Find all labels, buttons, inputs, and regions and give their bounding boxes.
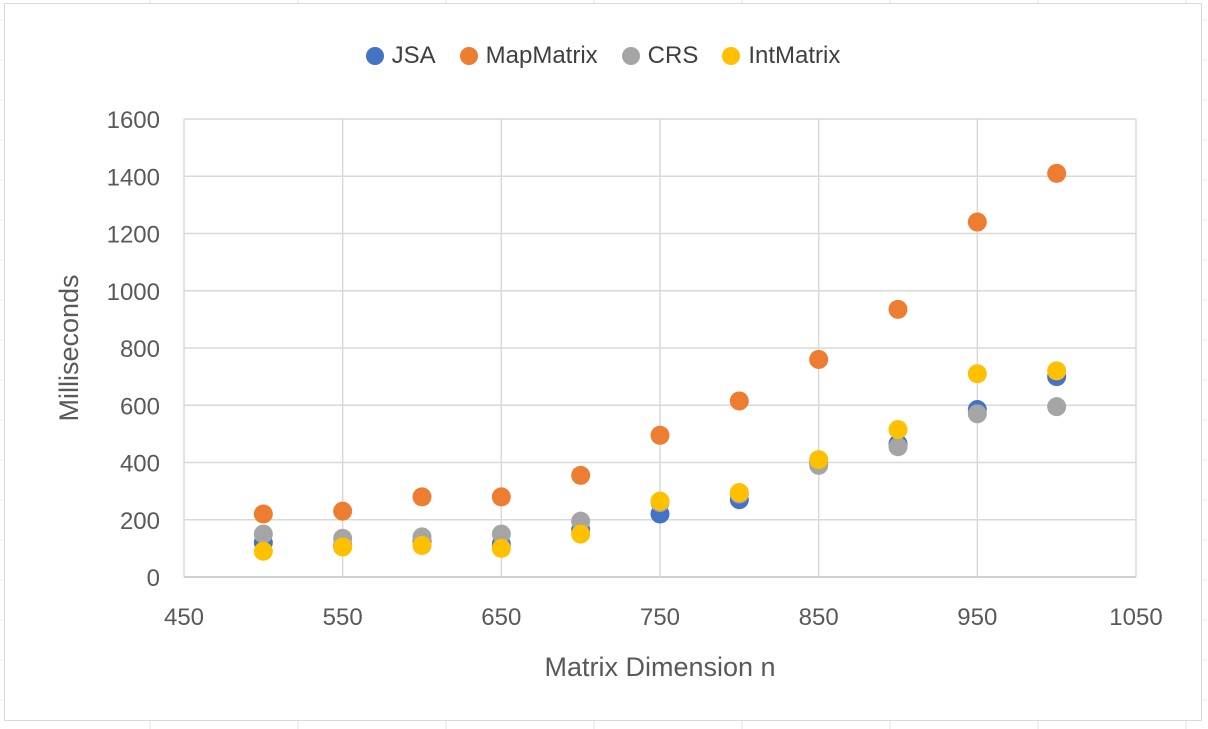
data-point-intmatrix — [888, 420, 908, 440]
data-point-crs — [491, 524, 511, 544]
legend-item: IntMatrix — [722, 42, 840, 70]
data-point-intmatrix — [253, 541, 273, 561]
x-tick-label: 950 — [957, 604, 997, 631]
data-point-mapmatrix — [729, 391, 749, 411]
data-point-intmatrix — [412, 536, 432, 556]
x-tick-label: 450 — [164, 604, 204, 631]
legend-label: IntMatrix — [748, 42, 841, 69]
y-tick-label: 1200 — [107, 222, 160, 249]
data-point-mapmatrix — [491, 487, 511, 507]
legend-item: CRS — [621, 42, 699, 70]
x-tick-label: 750 — [640, 604, 680, 631]
data-point-mapmatrix — [888, 299, 908, 319]
y-tick-label: 400 — [120, 451, 160, 478]
data-point-mapmatrix — [253, 504, 273, 524]
data-point-crs — [967, 404, 987, 424]
y-tick-label: 1400 — [107, 164, 160, 191]
data-point-intmatrix — [333, 537, 353, 557]
data-point-crs — [253, 524, 273, 544]
data-point-intmatrix — [650, 491, 670, 511]
data-point-mapmatrix — [412, 487, 432, 507]
data-point-mapmatrix — [1047, 163, 1067, 183]
x-tick-label: 850 — [799, 604, 839, 631]
x-tick-label: 650 — [481, 604, 521, 631]
x-tick-label: 550 — [323, 604, 363, 631]
legend-marker — [722, 47, 741, 65]
y-tick-label: 200 — [120, 508, 160, 535]
x-tick-label: 1050 — [1109, 604, 1162, 631]
legend-marker — [459, 47, 478, 65]
legend-marker — [365, 47, 384, 65]
legend-label: CRS — [647, 42, 699, 69]
data-point-intmatrix — [1047, 361, 1067, 381]
scatter-plot: 0 200 400 600 800 1000 1200 1400 1600 450 550 650 75… — [54, 107, 1163, 682]
data-point-crs — [1047, 397, 1067, 417]
y-axis-title: Milliseconds — [54, 274, 84, 421]
data-point-mapmatrix — [333, 501, 353, 521]
y-tick-label: 0 — [147, 565, 160, 592]
data-point-mapmatrix — [571, 465, 591, 485]
data-point-intmatrix — [809, 450, 829, 470]
legend-marker — [621, 47, 640, 65]
data-point-intmatrix — [491, 538, 511, 558]
chart-area[interactable]: JSA MapMatrix CRS IntMatrix 0 200 400 600 800 10… — [4, 3, 1202, 721]
legend: JSA MapMatrix CRS IntMatrix — [5, 38, 1201, 74]
data-point-mapmatrix — [650, 425, 670, 445]
data-point-intmatrix — [967, 364, 987, 384]
legend-item: JSA — [365, 42, 436, 70]
legend-item: MapMatrix — [459, 42, 598, 70]
data-point-mapmatrix — [967, 212, 987, 232]
data-point-mapmatrix — [809, 349, 829, 369]
y-tick-label: 600 — [120, 393, 160, 420]
data-point-intmatrix — [729, 483, 749, 503]
y-tick-label: 1600 — [107, 107, 160, 134]
x-axis-title: Matrix Dimension n — [544, 652, 775, 682]
data-point-intmatrix — [571, 524, 591, 544]
legend-label: JSA — [391, 42, 436, 69]
y-tick-label: 1000 — [107, 279, 160, 306]
y-tick-label: 800 — [120, 336, 160, 363]
legend-label: MapMatrix — [485, 42, 598, 69]
data-point-crs — [888, 437, 908, 457]
